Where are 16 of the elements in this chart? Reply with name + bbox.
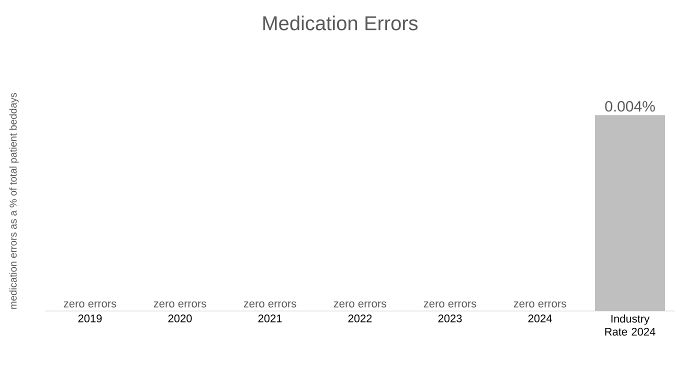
y-axis-title: medication errors as a % of total patient beddays bbox=[9, 93, 19, 309]
data-label: 0.004% bbox=[605, 101, 655, 112]
data-label: zero errors bbox=[244, 301, 296, 308]
x-tick-label: 2019 bbox=[78, 314, 102, 322]
data-label: zero errors bbox=[154, 301, 206, 308]
x-tick-label: 2024 bbox=[528, 314, 552, 322]
x-tick-label: 2022 bbox=[348, 314, 372, 322]
chart-title: Medication Errors bbox=[263, 16, 418, 30]
x-tick-label: 2023 bbox=[438, 314, 462, 322]
data-label: zero errors bbox=[424, 301, 476, 308]
x-tick-label: 2020 bbox=[168, 314, 192, 322]
data-label: zero errors bbox=[514, 301, 566, 308]
x-tick-label: Industry Rate 2024 bbox=[605, 314, 656, 336]
data-label: zero errors bbox=[334, 301, 386, 308]
x-tick-label: 2021 bbox=[258, 314, 282, 322]
data-label: zero errors bbox=[64, 301, 116, 308]
